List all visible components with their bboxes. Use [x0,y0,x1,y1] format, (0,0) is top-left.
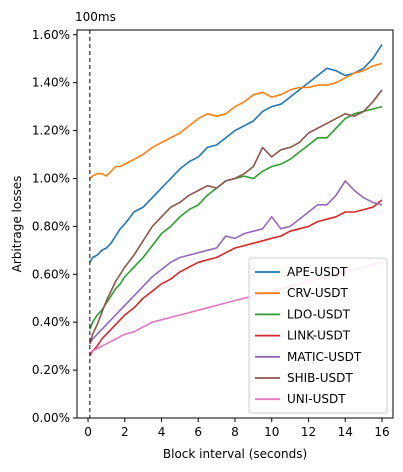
y-tick-label: 1.40% [32,76,70,90]
annotation-layer: 100ms [75,10,116,418]
legend-label: SHIB-USDT [287,371,353,385]
y-tick-label: 0.80% [32,219,70,233]
x-tick-label: 8 [231,425,239,439]
legend: APE-USDT CRV-USDT LDO-USDT LINK-USDT MATIC-U… [249,258,387,413]
x-tick-label: 16 [374,425,389,439]
y-axis-title: Arbitrage losses [10,176,24,273]
series-line-ape-usdt [90,44,382,262]
y-tick-label: 0.60% [32,267,70,281]
x-tick-label: 14 [338,425,353,439]
x-tick-label: 6 [194,425,202,439]
y-tick-label: 0.20% [32,363,70,377]
legend-label: APE-USDT [287,265,348,279]
y-tick-label: 1.20% [32,124,70,138]
legend-label: LINK-USDT [287,329,351,343]
legend-label: UNI-USDT [287,392,346,406]
x-tick-label: 4 [158,425,166,439]
reference-line-label: 100ms [75,10,116,24]
y-tick-label: 0.00% [32,411,70,425]
y-tick-label: 1.00% [32,171,70,185]
legend-label: CRV-USDT [287,286,349,300]
series-line-crv-usdt [90,64,382,179]
legend-label: LDO-USDT [287,307,351,321]
x-tick-label: 0 [84,425,92,439]
x-tick-label: 12 [301,425,316,439]
y-tick-label: 1.60% [32,28,70,42]
legend-label: MATIC-USDT [287,350,362,364]
x-tick-label: 2 [121,425,129,439]
y-tick-label: 0.40% [32,315,70,329]
x-tick-label: 10 [264,425,279,439]
x-axis-title: Block interval (seconds) [163,447,307,461]
